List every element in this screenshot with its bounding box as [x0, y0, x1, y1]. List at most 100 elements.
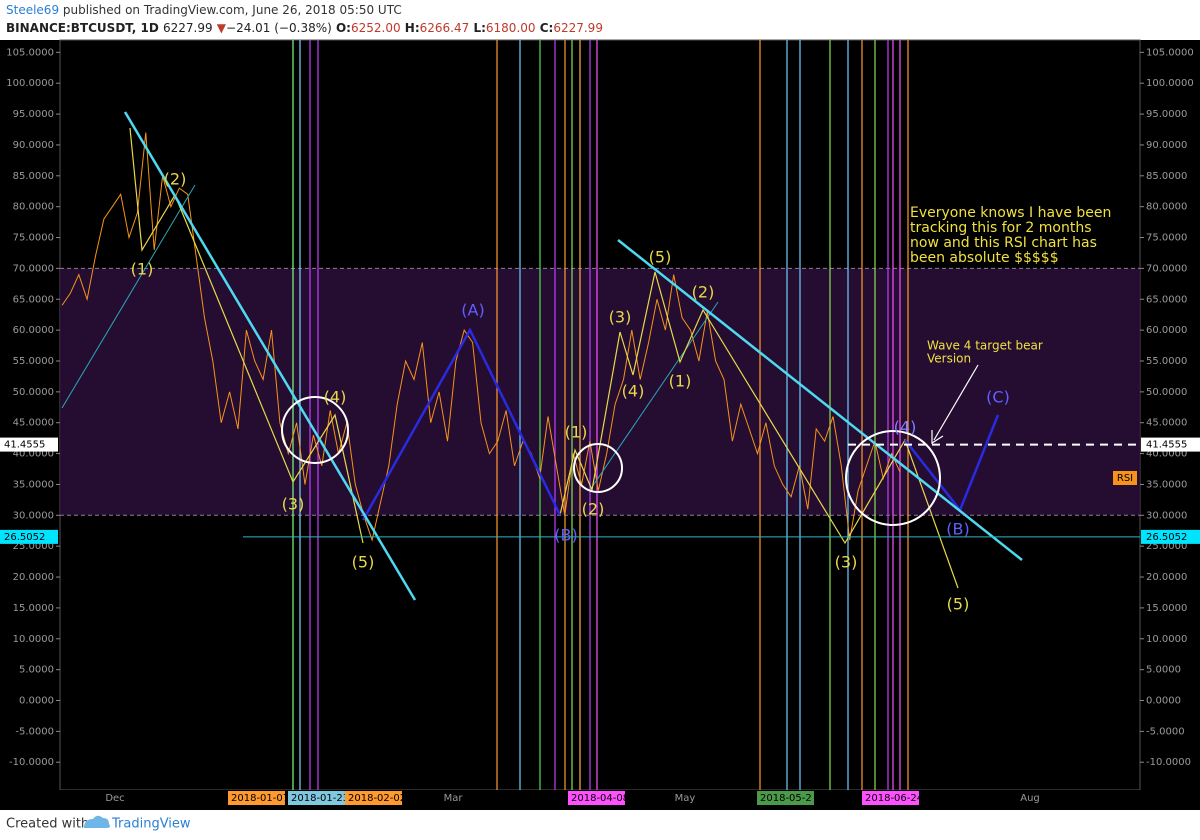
- date-tag: [862, 791, 919, 805]
- change: −24.01 (−0.38%): [226, 21, 332, 35]
- wave-label: (1): [131, 260, 154, 279]
- wave-line: [559, 271, 959, 589]
- y-tick-label: 5.0000: [1146, 665, 1181, 676]
- y-tick-label: 80.0000: [13, 202, 54, 213]
- abc-line: [361, 327, 562, 521]
- indicator-label: RSI: [1117, 473, 1133, 484]
- y-tick-label: -5.0000: [15, 726, 54, 737]
- level-tag: [0, 529, 58, 544]
- target-note: Wave 4 target bear: [927, 339, 1043, 353]
- y-tick-label: 55.0000: [1146, 356, 1187, 367]
- wave-label: (1): [565, 423, 588, 442]
- date-tag-label: 2018-01-23: [291, 793, 349, 804]
- y-tick-label: 10.0000: [1146, 634, 1187, 645]
- last: 6227.99: [163, 21, 213, 35]
- highlight-circle: [573, 443, 623, 493]
- y-tick-label: 70.0000: [13, 263, 54, 274]
- y-tick-label: 55.0000: [13, 356, 54, 367]
- close: 6227.99: [553, 21, 603, 35]
- level-tag: [1141, 529, 1200, 544]
- high-label: H:: [405, 21, 420, 35]
- note: now and this RSI chart has: [910, 235, 1097, 251]
- y-tick-label: 60.0000: [1146, 325, 1187, 336]
- highlight-circle: [845, 430, 941, 526]
- level-label: 41.4555: [4, 440, 45, 451]
- date-tag: [228, 791, 285, 805]
- y-tick-label: 35.0000: [1146, 479, 1187, 490]
- wave-label: (5): [947, 595, 970, 614]
- wave-label: (2): [164, 170, 187, 189]
- wave-line: [129, 127, 364, 544]
- wave-label: (1): [669, 372, 692, 391]
- created-with: Created with: [6, 817, 89, 832]
- indicator-tag: [1113, 471, 1137, 485]
- date-tag: [288, 791, 345, 805]
- y-tick-label: 15.0000: [1146, 603, 1187, 614]
- highlight-circle: [281, 396, 349, 464]
- wave-label: (3): [835, 553, 858, 572]
- low: 6180.00: [486, 21, 536, 35]
- y-tick-label: 95.0000: [1146, 109, 1187, 120]
- brand[interactable]: TradingView: [111, 817, 191, 832]
- date-tag: [757, 791, 814, 805]
- y-tick-label: 20.0000: [13, 572, 54, 583]
- level-tag: [1141, 437, 1200, 452]
- y-tick-label: 100.0000: [1146, 78, 1194, 89]
- y-tick-label: 75.0000: [1146, 233, 1187, 244]
- wave-label: (5): [649, 248, 672, 267]
- pointer-arrow: [933, 364, 979, 441]
- y-tick-label: 5.0000: [19, 665, 54, 676]
- y-tick-label: -10.0000: [1146, 757, 1191, 768]
- footer: [0, 810, 1200, 840]
- wave-label: (C): [986, 388, 1010, 407]
- y-tick-label: 35.0000: [13, 479, 54, 490]
- trend-line: [123, 111, 417, 601]
- y-tick-label: 65.0000: [1146, 294, 1187, 305]
- wave-label: (5): [352, 553, 375, 572]
- arrow: ▼: [217, 21, 227, 35]
- date-tag-label: 2018-04-08: [571, 793, 629, 804]
- y-tick-label: 105.0000: [6, 47, 54, 58]
- y-tick-label: 10.0000: [13, 634, 54, 645]
- y-tick-label: 15.0000: [13, 603, 54, 614]
- y-tick-label: 20.0000: [1146, 572, 1187, 583]
- open-label: O:: [336, 21, 351, 35]
- note: Everyone knows I have been: [910, 205, 1111, 221]
- y-tick-label: 0.0000: [1146, 695, 1181, 706]
- author[interactable]: Steele69: [6, 3, 59, 17]
- y-tick-label: 70.0000: [1146, 263, 1187, 274]
- y-tick-label: 30.0000: [1146, 510, 1187, 521]
- y-tick-label: 45.0000: [1146, 418, 1187, 429]
- y-tick-label: 30.0000: [13, 510, 54, 521]
- date-tag: [568, 791, 625, 805]
- wave-label: (2): [582, 500, 605, 519]
- trend-line: [617, 239, 1023, 561]
- x-tick-label: Aug: [1020, 793, 1040, 804]
- level-label: 26.5052: [1146, 532, 1187, 543]
- y-tick-label: 90.0000: [13, 140, 54, 151]
- published: published on TradingView.com, June 26, 2…: [59, 3, 402, 17]
- level-tag: [0, 437, 58, 452]
- date-tag: [345, 791, 402, 805]
- plot: 105.0000 105.0000 100.0000 100.0000 95.0000 9…: [0, 39, 1200, 810]
- date-tag-label: 2018-05-2: [760, 793, 812, 804]
- y-tick-label: 85.0000: [13, 171, 54, 182]
- y-tick-label: 65.0000: [13, 294, 54, 305]
- wave-label: (2): [692, 283, 715, 302]
- note: been absolute $$$$$: [910, 250, 1059, 266]
- y-tick-label: 50.0000: [1146, 387, 1187, 398]
- wave-label: (3): [282, 495, 305, 514]
- x-tick-label: May: [675, 793, 696, 804]
- target-note: Version: [927, 352, 971, 366]
- y-tick-label: 95.0000: [13, 109, 54, 120]
- y-tick-label: 0.0000: [19, 695, 54, 706]
- date-tag-label: 2018-01-07: [231, 793, 289, 804]
- symbol: BINANCE:BTCUSDT, 1D: [6, 21, 159, 35]
- header: [0, 0, 1200, 40]
- y-tick-label: -5.0000: [1146, 726, 1185, 737]
- wave-label: (B): [946, 520, 969, 539]
- y-tick-label: 75.0000: [13, 233, 54, 244]
- trend-line: [589, 301, 719, 491]
- x-tick-label: Dec: [105, 793, 124, 804]
